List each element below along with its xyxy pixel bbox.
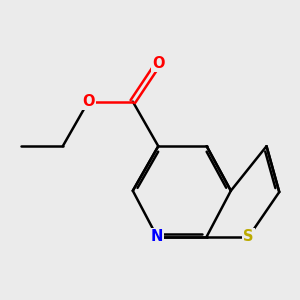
Text: O: O (82, 94, 94, 109)
Text: S: S (243, 229, 254, 244)
Text: O: O (152, 56, 164, 71)
Text: N: N (151, 229, 163, 244)
